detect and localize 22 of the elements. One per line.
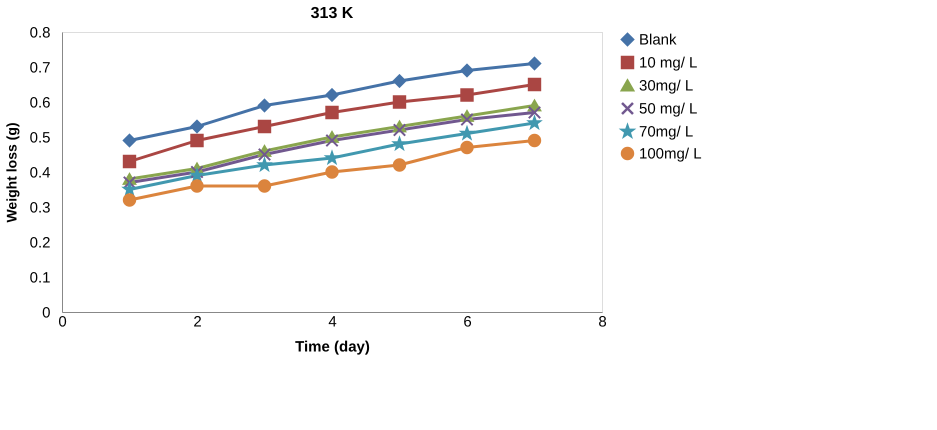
chart-title: 313 K — [310, 5, 354, 22]
y-tick-label: 0.3 — [30, 200, 50, 216]
legend-label: 10 mg/ L — [639, 54, 698, 72]
y-tick-label: 0.7 — [30, 60, 50, 76]
x-tick-label: 0 — [58, 314, 67, 330]
x-tick-label: 6 — [463, 314, 472, 330]
legend-label: 70mg/ L — [639, 124, 694, 140]
legend-label: 50 mg/ L — [639, 100, 698, 118]
x-tick-label: 2 — [193, 314, 202, 330]
x-tick-label: 8 — [598, 314, 607, 330]
legend-label: 100mg/ L — [639, 146, 702, 162]
x-tick-label: 4 — [328, 314, 337, 330]
y-tick-label: 0.6 — [30, 94, 50, 112]
x-axis-title: Time (day) — [295, 338, 370, 356]
legend-label: 30mg/ L — [639, 78, 694, 94]
y-tick-label: 0.8 — [30, 24, 50, 42]
y-tick-label: 0.4 — [30, 164, 50, 182]
y-tick-label: 0.2 — [30, 234, 50, 252]
y-tick-label: 0.5 — [30, 130, 50, 146]
legend-label: Blank — [639, 32, 678, 48]
y-tick-label: 0.1 — [30, 270, 50, 286]
y-axis-title: Weight loss (g) — [4, 122, 20, 223]
